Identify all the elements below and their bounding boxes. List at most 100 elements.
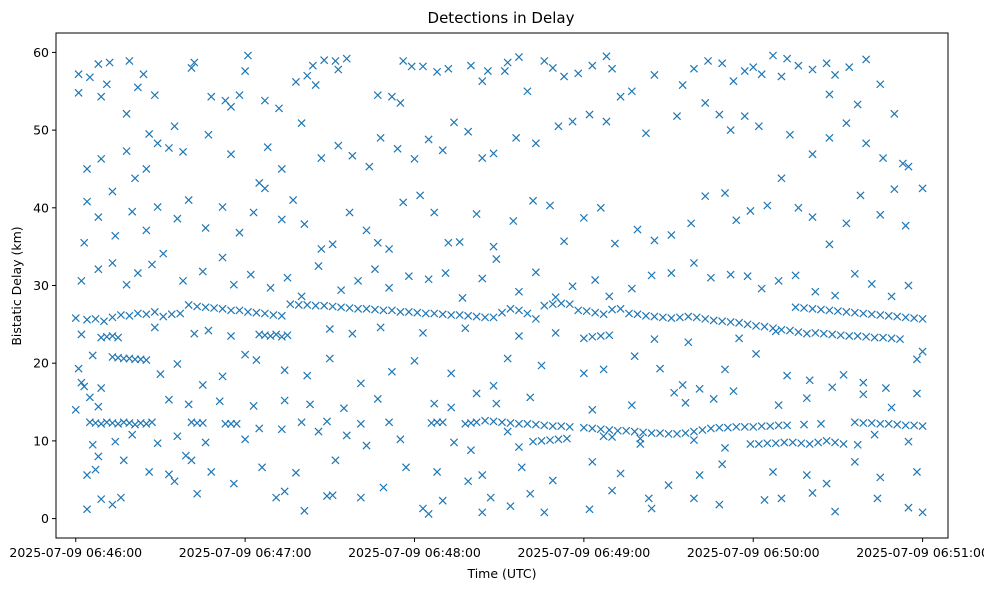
data-point — [554, 435, 563, 444]
data-point — [159, 312, 168, 321]
data-point — [757, 422, 766, 431]
data-point — [258, 463, 267, 472]
data-point — [800, 304, 809, 313]
data-point — [133, 83, 142, 92]
data-point — [461, 324, 470, 333]
data-point — [145, 129, 154, 139]
data-point — [557, 299, 566, 308]
data-point — [816, 305, 825, 314]
data-point — [898, 159, 907, 168]
data-point — [647, 504, 656, 513]
data-point — [362, 441, 371, 450]
data-point — [354, 276, 363, 285]
data-point — [424, 509, 433, 518]
data-point — [150, 307, 159, 316]
data-point — [656, 429, 665, 438]
data-point — [850, 308, 859, 317]
data-point — [373, 238, 382, 247]
data-point — [876, 473, 885, 482]
data-point — [585, 505, 594, 514]
data-point — [179, 147, 188, 156]
data-point — [506, 502, 515, 511]
data-point — [190, 58, 199, 67]
data-point — [385, 244, 394, 254]
data-point — [241, 435, 250, 444]
data-point — [732, 422, 741, 431]
data-point — [514, 306, 523, 315]
data-point — [709, 394, 718, 403]
data-point — [656, 364, 665, 373]
data-point — [633, 225, 642, 234]
data-point — [760, 322, 769, 331]
data-point — [229, 479, 238, 488]
data-point — [647, 429, 656, 438]
data-point — [839, 439, 848, 449]
data-point — [444, 64, 453, 73]
data-point — [667, 314, 676, 323]
data-point — [704, 56, 713, 65]
data-point — [709, 316, 718, 325]
y-axis-ticks: 0 10 20 30 40 50 60 — [33, 45, 56, 526]
data-point — [133, 309, 142, 318]
data-point — [300, 506, 309, 515]
data-point — [125, 418, 134, 428]
data-point — [441, 269, 450, 278]
data-point — [280, 366, 289, 375]
data-point — [269, 310, 278, 320]
data-point — [862, 332, 871, 341]
data-point — [684, 338, 693, 347]
data-point — [797, 439, 806, 448]
data-point — [74, 88, 83, 97]
data-point — [672, 429, 682, 438]
data-point — [627, 401, 636, 410]
data-point — [514, 331, 523, 341]
data-point — [599, 432, 608, 441]
data-point — [523, 87, 532, 96]
data-point — [345, 208, 354, 217]
data-point — [83, 197, 92, 206]
data-point — [215, 397, 224, 406]
data-point — [108, 313, 117, 322]
data-point — [97, 384, 106, 393]
data-point — [904, 503, 913, 512]
data-point — [777, 174, 786, 183]
data-point — [836, 331, 845, 340]
data-point — [650, 70, 659, 79]
data-point — [785, 130, 794, 139]
data-point — [218, 253, 227, 262]
data-point — [164, 470, 173, 479]
data-point — [887, 334, 896, 343]
data-point — [97, 495, 106, 504]
data-point — [489, 381, 498, 390]
data-point — [605, 331, 614, 340]
data-point — [399, 56, 408, 65]
chart-title: Detections in Delay — [428, 9, 575, 27]
data-point — [672, 112, 682, 121]
data-point — [260, 96, 269, 105]
data-point — [373, 394, 382, 403]
data-point — [588, 332, 597, 341]
data-point — [147, 418, 156, 427]
data-point — [331, 56, 340, 65]
data-point — [489, 313, 498, 322]
data-point — [80, 238, 89, 247]
data-point — [859, 390, 868, 399]
data-point — [616, 304, 625, 313]
data-point — [337, 303, 346, 312]
data-point — [128, 207, 137, 216]
data-point — [184, 300, 193, 309]
data-point — [760, 495, 769, 504]
data-point — [277, 425, 286, 434]
data-point — [111, 231, 120, 240]
data-point — [675, 313, 684, 322]
data-point — [173, 359, 182, 368]
data-point — [523, 309, 532, 318]
data-point — [822, 436, 831, 445]
data-point — [424, 275, 433, 284]
data-point — [808, 150, 817, 159]
data-point — [853, 440, 862, 449]
data-point — [108, 258, 117, 267]
data-point — [740, 112, 749, 121]
data-point — [449, 118, 459, 127]
data-point — [85, 73, 94, 82]
